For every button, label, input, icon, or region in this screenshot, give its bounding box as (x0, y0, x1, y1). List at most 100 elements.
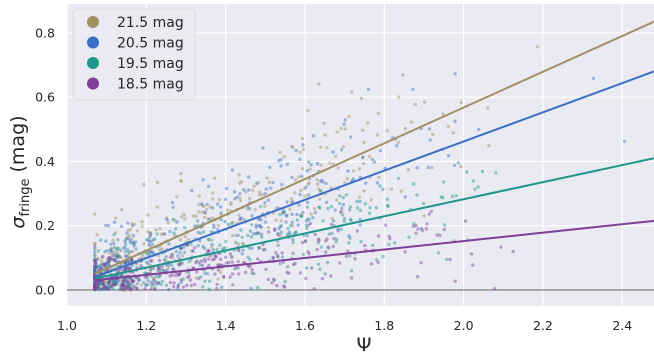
scatter-point (202, 246, 207, 251)
scatter-point (203, 215, 207, 220)
scatter-point (285, 214, 289, 218)
scatter-point (113, 257, 117, 262)
scatter-point (164, 283, 169, 287)
scatter-point (343, 181, 347, 185)
scatter-point (177, 272, 181, 277)
legend: 21.5 mag 20.5 mag 19.5 mag 18.5 mag (72, 8, 196, 101)
scatter-point (130, 221, 134, 226)
scatter-point (256, 231, 261, 235)
scatter-point (168, 255, 173, 259)
scatter-point (112, 283, 116, 287)
scatter-point (414, 224, 418, 228)
scatter-point (126, 280, 131, 285)
scatter-point (148, 268, 153, 272)
scatter-point (221, 246, 225, 251)
scatter-point (266, 198, 271, 202)
scatter-point (98, 287, 102, 291)
scatter-point (387, 242, 391, 247)
scatter-point (148, 252, 152, 257)
scatter-point (172, 218, 177, 222)
scatter-point (397, 95, 401, 99)
scatter-point (102, 264, 107, 269)
scatter-point (148, 230, 153, 235)
scatter-point (426, 165, 431, 170)
scatter-point (186, 237, 191, 242)
y-axis-label-unit: (mag) (7, 115, 29, 172)
scatter-point (238, 218, 242, 223)
scatter-point (177, 263, 181, 267)
scatter-point (233, 197, 237, 201)
scatter-point (158, 274, 162, 278)
scatter-point (280, 255, 285, 259)
scatter-point (255, 231, 259, 235)
scatter-point (284, 220, 288, 224)
scatter-point (413, 102, 417, 107)
scatter-point (317, 205, 321, 209)
scatter-point (334, 240, 338, 244)
scatter-point (358, 208, 363, 213)
scatter-point (263, 204, 267, 209)
scatter-point (101, 282, 106, 286)
scatter-point (327, 232, 331, 236)
scatter-point (158, 226, 162, 231)
scatter-point (216, 268, 220, 272)
scatter-point (113, 279, 118, 283)
scatter-point (127, 234, 132, 238)
scatter-point (237, 272, 241, 276)
scatter-point (93, 284, 97, 288)
scatter-point (369, 198, 373, 202)
scatter-point (95, 285, 100, 289)
scatter-point (93, 283, 97, 287)
scatter-point (323, 272, 327, 276)
scatter-point (304, 219, 308, 223)
scatter-point (97, 264, 102, 268)
scatter-point (125, 280, 129, 284)
scatter-point (348, 254, 352, 258)
scatter-point (111, 278, 116, 282)
scatter-point (93, 267, 97, 272)
scatter-point (298, 271, 303, 275)
scatter-point (121, 279, 126, 284)
scatter-point (378, 184, 382, 188)
scatter-point (480, 169, 485, 174)
scatter-point (245, 207, 249, 211)
scatter-point (285, 232, 290, 236)
scatter-point (324, 239, 328, 243)
scatter-point (131, 234, 136, 238)
scatter-point (321, 180, 325, 185)
scatter-point (346, 249, 350, 253)
scatter-point (385, 203, 390, 208)
scatter-point (336, 229, 340, 233)
scatter-point (93, 284, 97, 288)
scatter-point (299, 214, 303, 218)
scatter-point (368, 206, 372, 210)
scatter-point (96, 281, 101, 285)
scatter-point (125, 231, 129, 235)
x-tick-label: 1.6 (295, 318, 315, 333)
scatter-point (283, 280, 287, 284)
scatter-point (128, 285, 132, 289)
scatter-point (93, 281, 97, 285)
scatter-point (131, 240, 135, 244)
scatter-point (241, 241, 245, 246)
scatter-point (293, 231, 297, 235)
scatter-point (263, 201, 267, 205)
scatter-point (349, 218, 353, 223)
scatter-point (144, 260, 149, 264)
scatter-point (224, 239, 228, 244)
scatter-point (124, 253, 128, 258)
scatter-point (279, 230, 283, 235)
scatter-point (231, 220, 235, 225)
scatter-point (265, 176, 269, 180)
scatter-point (459, 100, 463, 105)
scatter-point (112, 232, 116, 237)
scatter-point (266, 230, 271, 234)
scatter-point (130, 224, 135, 228)
scatter-point (99, 266, 104, 270)
scatter-point (337, 201, 342, 206)
scatter-point (180, 261, 184, 266)
scatter-point (361, 155, 365, 159)
scatter-point (306, 182, 310, 186)
scatter-point (156, 281, 161, 285)
scatter-point (172, 281, 176, 285)
